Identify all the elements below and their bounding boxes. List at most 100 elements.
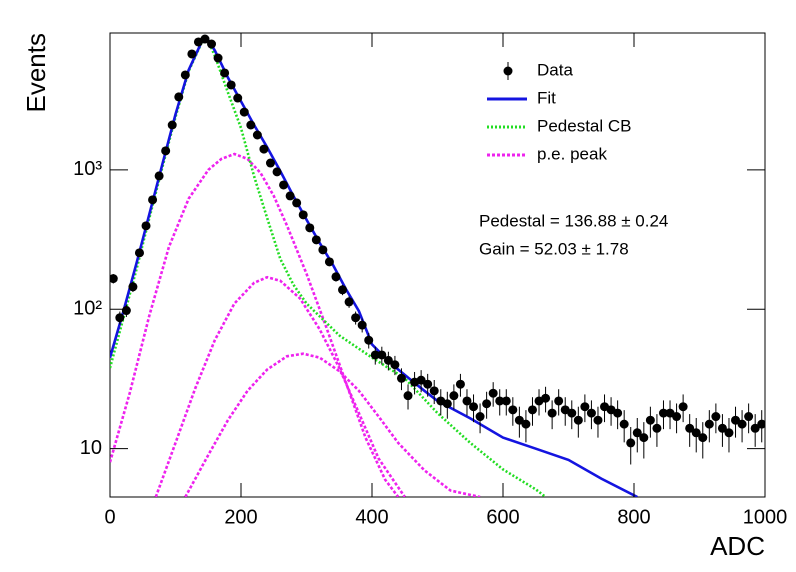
data-point <box>455 379 465 389</box>
y-tick-label: 10³ <box>73 158 102 180</box>
data-point <box>390 360 400 370</box>
curve <box>110 39 547 497</box>
data-point <box>148 195 158 205</box>
data-point <box>508 405 518 415</box>
data-point <box>717 423 727 433</box>
data-point <box>357 320 367 330</box>
data-point <box>423 379 433 389</box>
x-axis-label: ADC <box>710 531 765 561</box>
data-point <box>521 419 531 429</box>
data-point <box>744 412 754 422</box>
data-point <box>462 396 472 406</box>
data-point <box>514 415 524 425</box>
data-point <box>226 80 236 90</box>
data-point <box>259 144 269 154</box>
data-point <box>233 93 243 103</box>
data-point <box>338 285 348 295</box>
data-point <box>495 396 505 406</box>
data-point <box>672 412 682 422</box>
legend-swatch <box>503 66 513 76</box>
data-point <box>364 335 374 345</box>
data-point <box>403 391 413 401</box>
data-point <box>586 408 596 418</box>
data-point <box>737 419 747 429</box>
data-point <box>213 53 223 63</box>
data-point <box>121 306 131 316</box>
data-point <box>750 423 760 433</box>
data-point <box>652 423 662 433</box>
data-point <box>128 282 138 292</box>
data-point <box>645 415 655 425</box>
data-point <box>632 428 642 438</box>
data-point <box>174 92 184 102</box>
data-point <box>482 399 492 409</box>
plot-area <box>110 34 765 497</box>
data-point <box>292 198 302 208</box>
x-tick-label: 0 <box>104 506 115 528</box>
data-point <box>207 39 217 49</box>
data-point <box>527 405 537 415</box>
annotation: Pedestal = 136.88 ± 0.24 <box>479 211 668 230</box>
data-point <box>141 221 151 231</box>
data-point <box>416 375 426 385</box>
data-point <box>678 402 688 412</box>
legend-label: Fit <box>537 88 556 107</box>
data-point <box>331 272 341 282</box>
data-point <box>396 373 406 383</box>
data-point <box>298 210 308 220</box>
data-point <box>318 245 328 255</box>
legend-label: Pedestal CB <box>537 116 632 135</box>
data-point <box>279 180 289 190</box>
data-point <box>154 171 164 181</box>
data-point <box>541 393 551 403</box>
data-point <box>469 402 479 412</box>
data-point <box>239 107 249 117</box>
y-tick-label: 10 <box>80 437 102 459</box>
data-point <box>639 433 649 443</box>
data-point <box>180 70 190 80</box>
curve <box>184 352 481 497</box>
curve <box>110 38 638 497</box>
data-point <box>200 34 210 44</box>
data-point <box>351 313 361 323</box>
x-tick-label: 1000 <box>743 506 788 528</box>
y-tick-label: 10² <box>73 298 102 320</box>
x-tick-label: 400 <box>355 506 388 528</box>
data-point <box>573 415 583 425</box>
y-axis-label: Events <box>21 33 51 113</box>
data-point <box>134 248 144 258</box>
curve <box>154 275 406 497</box>
data-point <box>547 408 557 418</box>
data-point <box>370 350 380 360</box>
data-point <box>554 396 564 406</box>
data-point <box>691 428 701 438</box>
data-point <box>429 386 439 396</box>
data-point <box>757 419 765 429</box>
data-point <box>110 274 118 284</box>
data-point <box>344 297 354 307</box>
data-point <box>220 68 230 78</box>
legend-label: p.e. peak <box>537 144 607 163</box>
data-point <box>161 146 171 156</box>
data-point <box>324 257 334 267</box>
data-point <box>567 408 577 418</box>
data-point <box>475 412 485 422</box>
data-point <box>449 391 459 401</box>
x-tick-label: 800 <box>617 506 650 528</box>
data-point <box>711 412 721 422</box>
data-point <box>593 415 603 425</box>
data-point <box>167 120 177 130</box>
x-tick-label: 600 <box>486 506 519 528</box>
data-point <box>619 419 629 429</box>
data-point <box>724 428 734 438</box>
data-point <box>685 423 695 433</box>
data-point <box>488 388 498 398</box>
annotation: Gain = 52.03 ± 1.78 <box>479 239 629 258</box>
data-point <box>442 399 452 409</box>
data-point <box>658 408 668 418</box>
data-point <box>377 350 387 360</box>
data-point <box>580 402 590 412</box>
data-point <box>272 167 282 177</box>
